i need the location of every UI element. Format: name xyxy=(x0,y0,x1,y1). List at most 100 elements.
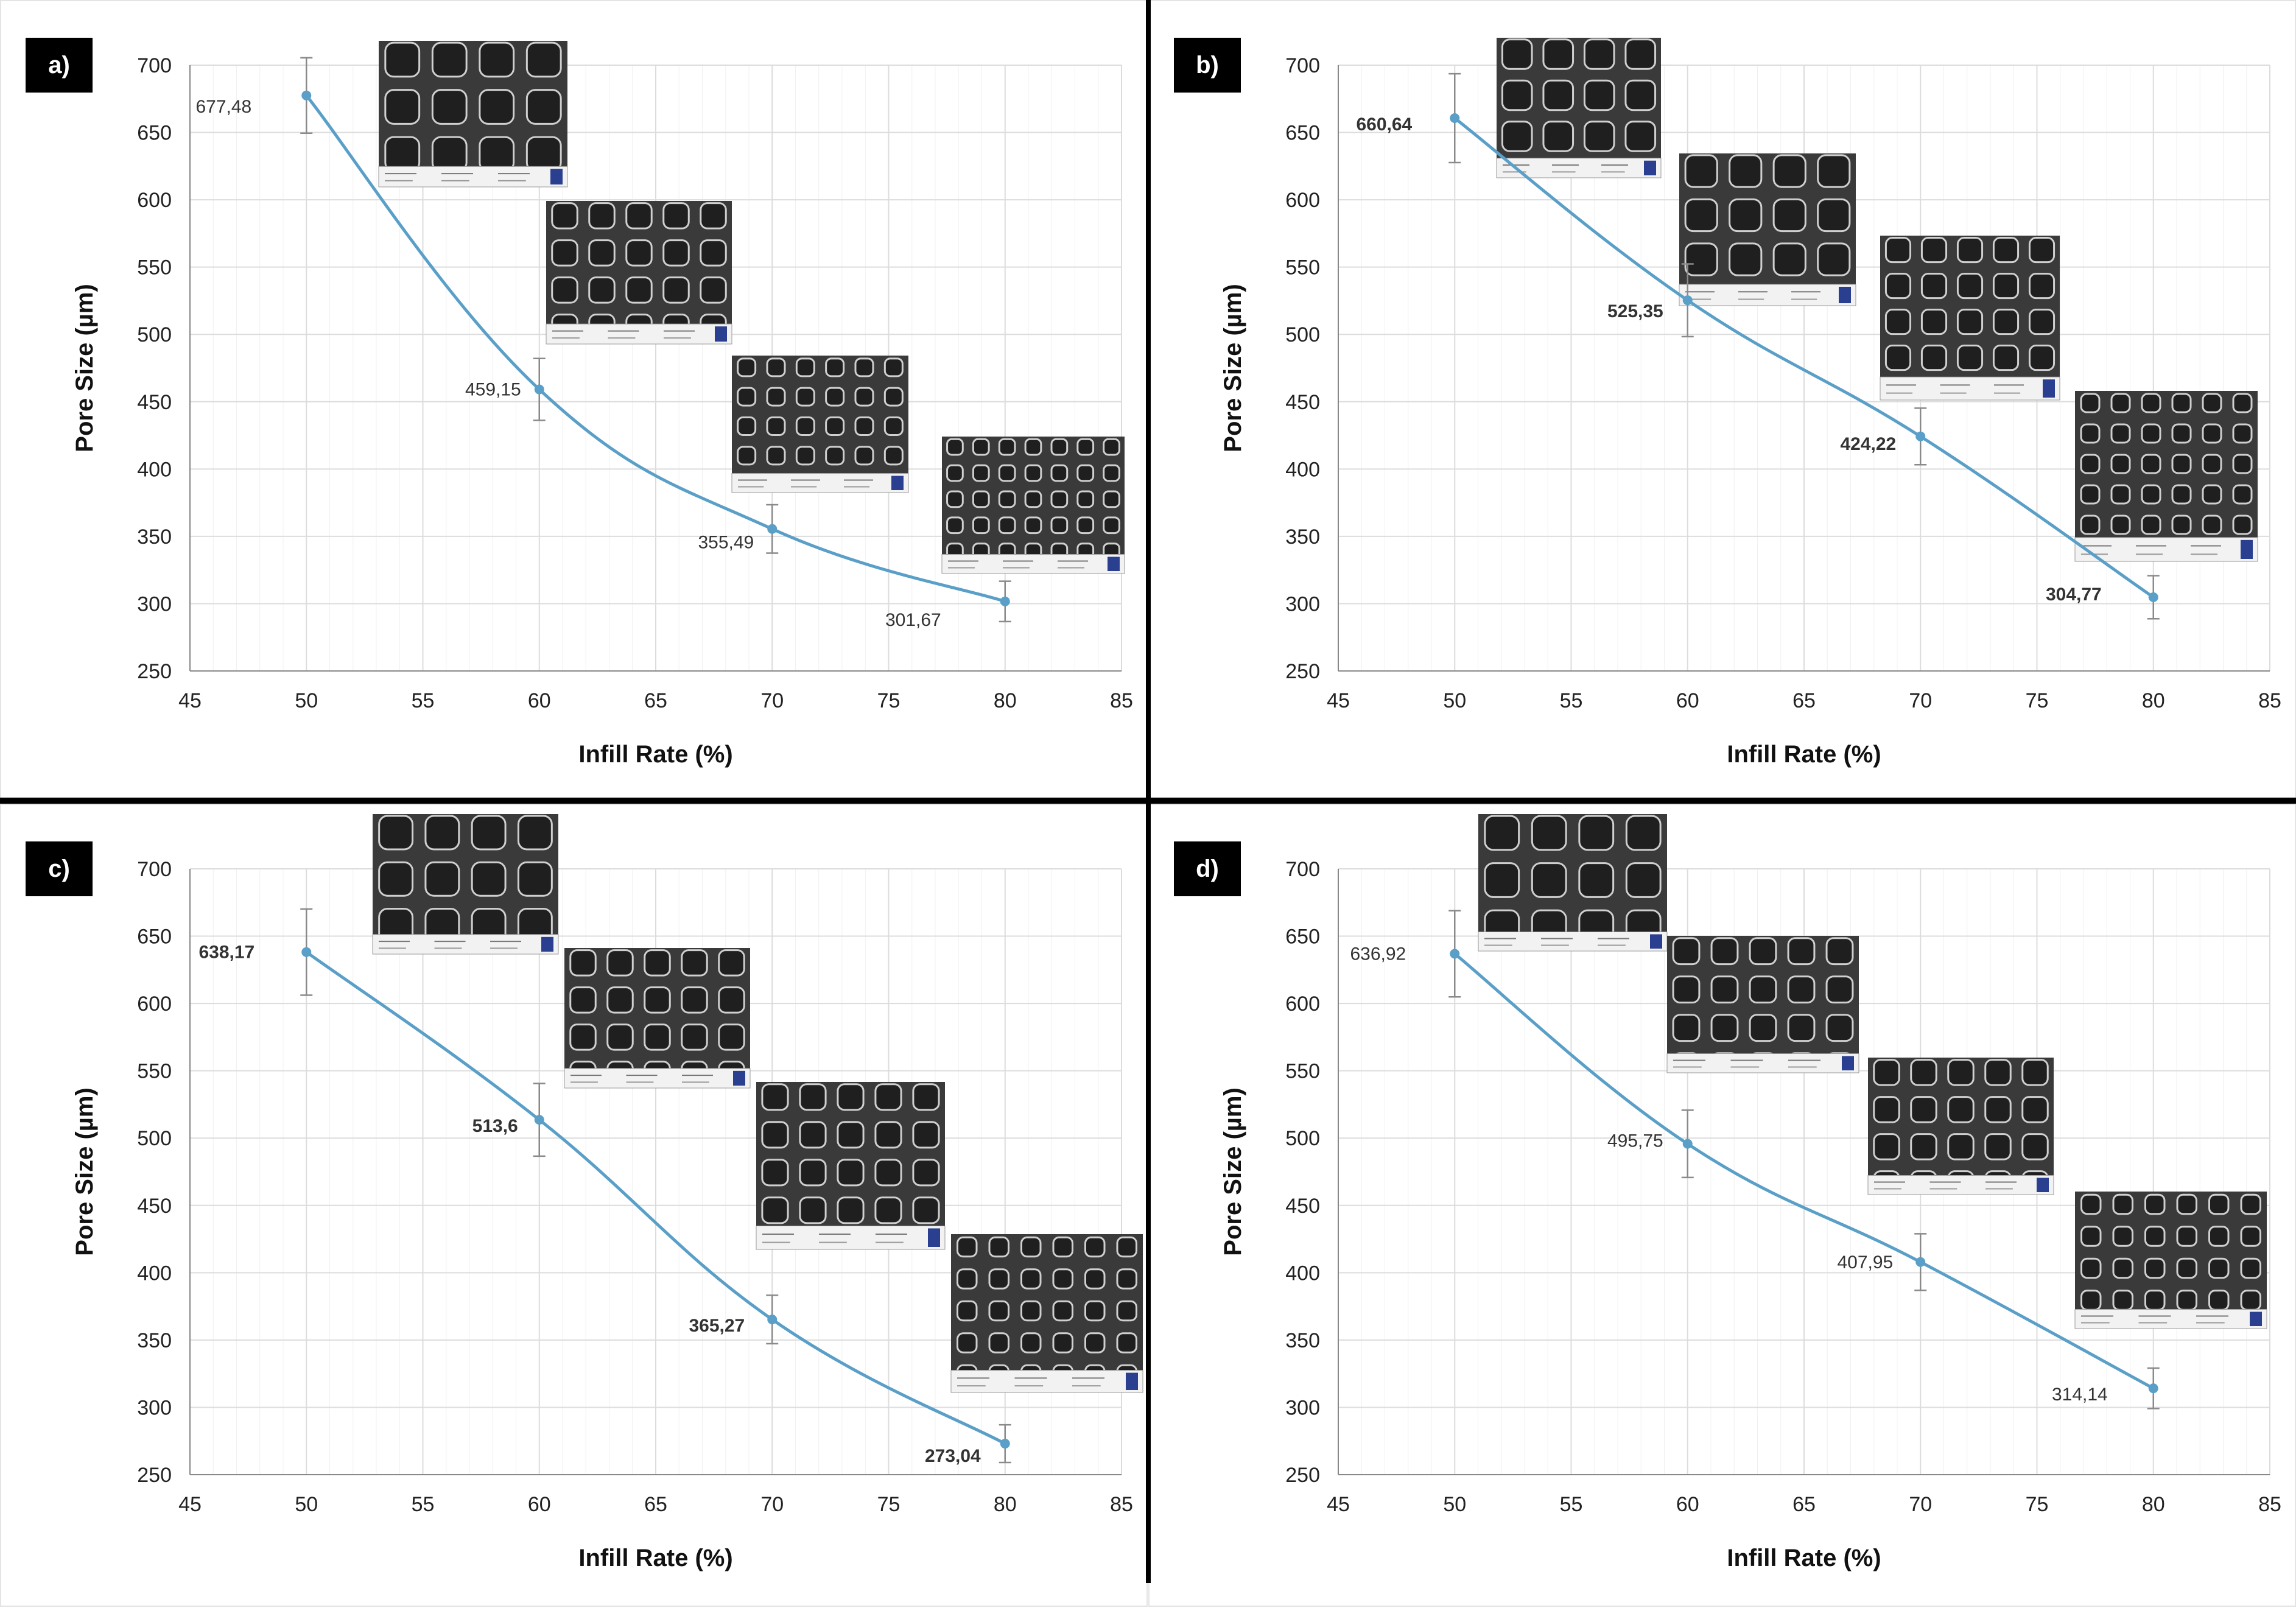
sem-pore xyxy=(1956,273,1984,300)
sem-pore xyxy=(471,908,507,935)
sem-pore xyxy=(700,314,727,325)
sem-pore xyxy=(525,89,562,125)
sem-image-background xyxy=(732,356,908,474)
x-tick-label: 70 xyxy=(760,1493,784,1516)
sem-pore xyxy=(2240,1193,2261,1215)
sem-pore xyxy=(1947,1059,1975,1086)
sem-pores xyxy=(761,1083,940,1224)
sem-pore xyxy=(1772,154,1806,188)
sem-pore xyxy=(644,1061,671,1069)
sem-pore xyxy=(1052,1364,1073,1371)
x-tick-label: 65 xyxy=(1792,689,1816,712)
x-tick-label: 85 xyxy=(1110,689,1133,712)
sem-pores xyxy=(2080,393,2253,535)
sem-pore xyxy=(761,1196,789,1224)
x-axis-title: Infill Rate (%) xyxy=(1727,1545,1881,1571)
x-tick-label: 60 xyxy=(528,1493,551,1516)
sem-pore xyxy=(2202,423,2222,444)
sem-pore xyxy=(1084,1268,1106,1290)
sem-image-background xyxy=(2075,391,2258,538)
sem-pore xyxy=(1710,937,1739,966)
sem-pore xyxy=(1578,909,1615,932)
sem-pore xyxy=(1984,1096,2012,1123)
sem-pore xyxy=(2080,1290,2102,1310)
sem-pore xyxy=(1024,438,1042,456)
sem-pore xyxy=(854,416,874,436)
sem-pore xyxy=(2112,1257,2133,1279)
sem-pore xyxy=(737,416,757,436)
sem-pore xyxy=(2208,1226,2230,1247)
data-label: 636,92 xyxy=(1350,944,1406,964)
sem-pore xyxy=(431,89,468,125)
x-tick-label: 70 xyxy=(1909,1493,1932,1516)
y-tick-label: 650 xyxy=(1285,122,1320,145)
sem-pore xyxy=(2208,1290,2230,1310)
sem-pore xyxy=(883,416,904,436)
x-tick-label: 60 xyxy=(1676,689,1699,712)
sem-pore xyxy=(681,1061,708,1069)
sem-pore xyxy=(1772,198,1806,233)
y-tick-label: 250 xyxy=(137,1464,172,1487)
data-point xyxy=(2148,592,2158,602)
sem-pore xyxy=(1624,38,1657,70)
x-tick-label: 75 xyxy=(877,1493,900,1516)
sem-pore xyxy=(2232,454,2253,474)
sem-pore xyxy=(1116,1332,1137,1353)
x-tick-label: 50 xyxy=(295,689,318,712)
sem-pore xyxy=(2080,484,2101,505)
sem-pore xyxy=(1749,975,1777,1004)
sem-logo xyxy=(715,326,727,342)
sem-pore xyxy=(2176,1193,2197,1215)
sem-pore xyxy=(625,239,653,267)
sem-pore xyxy=(1992,309,2020,335)
y-axis-title: Pore Size (µm) xyxy=(71,1087,98,1255)
sem-pore xyxy=(988,1300,1009,1322)
sem-pore xyxy=(551,202,578,230)
data-label: 660,64 xyxy=(1356,114,1412,135)
sem-pore xyxy=(2021,1133,2049,1160)
sem-pore xyxy=(2171,514,2192,535)
series-line xyxy=(1453,952,2154,1390)
sem-pore xyxy=(2141,423,2161,444)
sem-pore xyxy=(1817,198,1851,233)
sem-pore xyxy=(2144,1290,2166,1310)
sem-pore xyxy=(517,908,553,935)
y-tick-label: 450 xyxy=(1285,1195,1320,1218)
x-axis-title: Infill Rate (%) xyxy=(578,1545,732,1571)
sem-pores xyxy=(946,438,1120,555)
sem-pore xyxy=(2028,273,2056,300)
sem-pore xyxy=(957,1268,978,1290)
x-tick-label: 45 xyxy=(1327,1493,1350,1516)
sem-pore xyxy=(1076,490,1095,508)
x-tick-label: 75 xyxy=(2026,689,2049,712)
data-point xyxy=(767,524,778,534)
sem-pore xyxy=(799,1121,827,1149)
data-label: 513,6 xyxy=(472,1116,518,1136)
sem-pore xyxy=(479,89,515,125)
sem-pore xyxy=(1542,38,1575,70)
sem-info-bar xyxy=(2074,537,2258,562)
x-tick-label: 70 xyxy=(1909,689,1932,712)
sem-pore xyxy=(972,438,990,456)
sem-pore xyxy=(1103,490,1120,508)
sem-pore xyxy=(2021,1170,2049,1176)
sem-logo xyxy=(550,169,563,184)
y-tick-label: 550 xyxy=(137,256,172,279)
sem-pore xyxy=(2028,237,2056,264)
x-tick-label: 55 xyxy=(1560,1493,1583,1516)
x-tick-label: 85 xyxy=(1110,1493,1133,1516)
sem-pore xyxy=(424,908,460,935)
y-tick-label: 400 xyxy=(1285,1262,1320,1285)
sem-pore xyxy=(1116,1364,1137,1371)
x-tick-label: 85 xyxy=(2258,1493,2281,1516)
sem-pore xyxy=(1884,273,1912,300)
sem-logo xyxy=(733,1070,745,1086)
y-tick-label: 350 xyxy=(1285,1329,1320,1352)
sem-pore xyxy=(1910,1059,1937,1086)
y-tick-label: 500 xyxy=(1285,323,1320,346)
sem-pore xyxy=(946,516,964,535)
sem-pore xyxy=(2110,423,2131,444)
chart-svg: 45 50 55 60 65 70 75 80 85 250 300 350 400 450 500 550 6… xyxy=(1220,814,2281,1571)
sem-pore xyxy=(795,446,815,466)
sem-image xyxy=(546,201,732,345)
